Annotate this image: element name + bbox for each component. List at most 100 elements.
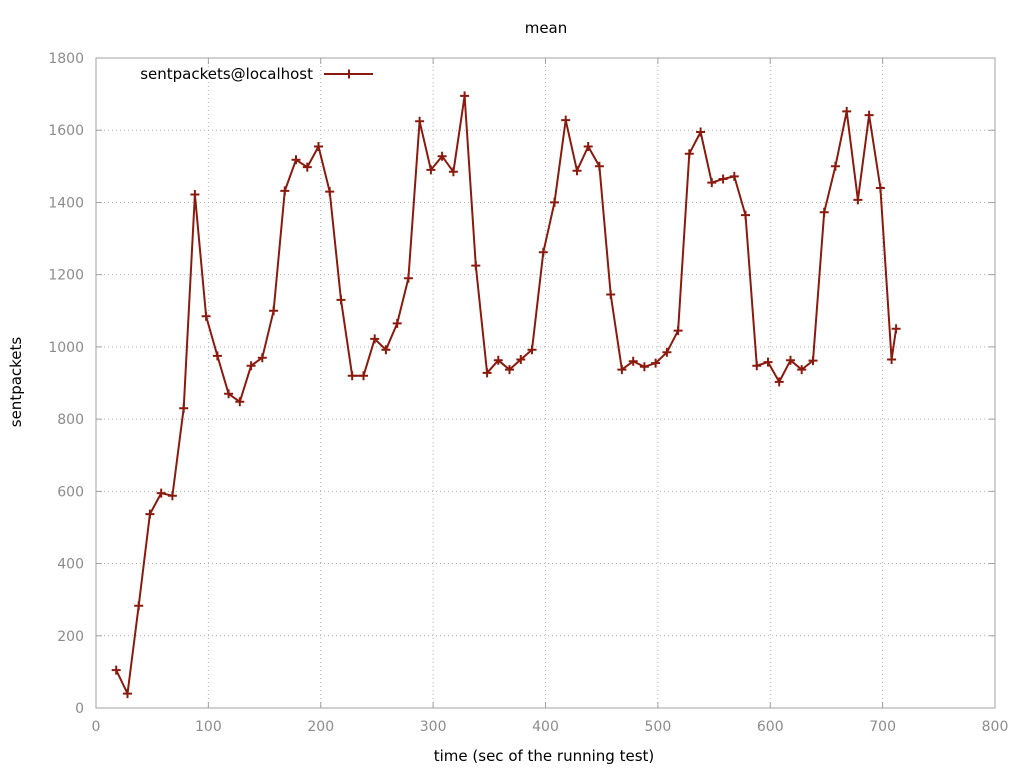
data-point <box>774 377 784 387</box>
data-point <box>628 356 638 366</box>
data-point <box>830 161 840 171</box>
data-point <box>291 155 301 165</box>
y-tick-label: 400 <box>57 557 84 573</box>
legend: sentpackets@localhost <box>140 65 373 83</box>
y-tick-label: 1600 <box>48 123 84 139</box>
data-point <box>201 311 211 321</box>
data-point <box>269 306 279 316</box>
data-point <box>123 689 132 699</box>
data-point <box>594 161 604 171</box>
x-tick-label: 200 <box>307 719 334 735</box>
data-point <box>437 151 447 161</box>
data-point <box>280 186 290 196</box>
data-point <box>842 106 852 116</box>
data-point <box>572 166 582 176</box>
x-tick-label: 300 <box>420 719 447 735</box>
data-point <box>302 162 312 172</box>
y-axis-title: sentpackets <box>7 337 25 428</box>
data-point <box>156 488 166 498</box>
data-point <box>493 355 503 365</box>
data-point <box>875 183 885 193</box>
data-point <box>583 142 593 151</box>
data-point <box>246 361 256 371</box>
series-layer <box>111 91 901 699</box>
data-point <box>819 207 829 217</box>
data-point <box>550 197 559 207</box>
y-tick-label: 0 <box>75 701 84 717</box>
x-axis-title: time (sec of the running test) <box>434 747 655 765</box>
data-point <box>403 273 413 283</box>
data-point <box>651 358 661 368</box>
data-point <box>808 356 818 366</box>
data-point <box>505 365 514 375</box>
data-point <box>347 371 357 381</box>
data-point <box>190 190 200 199</box>
data-point <box>257 353 267 363</box>
y-tick-label: 200 <box>57 629 84 645</box>
data-point <box>224 389 234 399</box>
chart-title: mean <box>525 19 568 37</box>
data-point <box>359 371 368 381</box>
data-point <box>606 290 616 299</box>
data-point <box>448 167 458 177</box>
data-point <box>853 195 863 205</box>
data-point <box>336 295 346 305</box>
x-tick-label: 100 <box>195 719 222 735</box>
data-point <box>887 355 897 364</box>
series-line-sentpackets <box>115 94 898 695</box>
data-point <box>741 210 750 220</box>
grid <box>96 58 995 708</box>
data-point <box>864 110 874 120</box>
data-point <box>639 362 649 372</box>
data-point <box>729 171 739 181</box>
data-point <box>538 247 548 257</box>
data-point <box>179 403 189 413</box>
data-point <box>381 345 391 355</box>
y-tick-label: 1000 <box>48 340 84 356</box>
data-point <box>516 355 526 364</box>
data-point <box>314 142 323 151</box>
data-point <box>460 91 470 101</box>
data-point <box>752 361 762 371</box>
data-point <box>763 357 773 367</box>
y-tick-label: 1400 <box>48 195 84 211</box>
data-point <box>696 127 706 137</box>
data-point <box>471 261 481 271</box>
x-tick-label: 600 <box>757 719 784 735</box>
x-tick-label: 700 <box>869 719 896 735</box>
data-point <box>167 491 177 501</box>
data-point <box>718 174 728 184</box>
data-point <box>617 365 627 375</box>
data-point <box>662 347 672 357</box>
data-point <box>891 324 901 334</box>
x-tick-label: 500 <box>645 719 672 735</box>
x-tick-label: 800 <box>982 719 1009 735</box>
legend-label-sentpackets: sentpackets@localhost <box>140 65 313 83</box>
data-point <box>527 345 537 355</box>
data-point <box>426 165 436 175</box>
data-point <box>707 178 717 188</box>
y-tick-label: 600 <box>57 484 84 500</box>
data-point <box>797 365 807 375</box>
x-tick-label: 0 <box>92 719 101 735</box>
data-point <box>111 665 121 675</box>
data-point <box>325 187 335 197</box>
legend-marker-sentpackets <box>344 69 354 79</box>
data-point <box>392 318 402 328</box>
data-point <box>370 334 380 344</box>
y-tick-label: 1800 <box>48 51 84 67</box>
data-point <box>786 355 795 365</box>
data-point <box>212 351 222 361</box>
data-point <box>235 397 245 407</box>
data-point <box>134 601 144 611</box>
data-point <box>145 509 155 519</box>
x-tick-label: 400 <box>532 719 559 735</box>
y-tick-label: 1200 <box>48 268 84 284</box>
data-point <box>482 368 492 378</box>
data-point <box>673 326 683 336</box>
data-point <box>415 116 425 126</box>
data-point <box>684 149 694 159</box>
axis-ticks: 0 100 200 300 400 500 600 700 800 0 200 400 600 800 10… <box>48 51 1008 735</box>
data-point <box>561 115 571 125</box>
